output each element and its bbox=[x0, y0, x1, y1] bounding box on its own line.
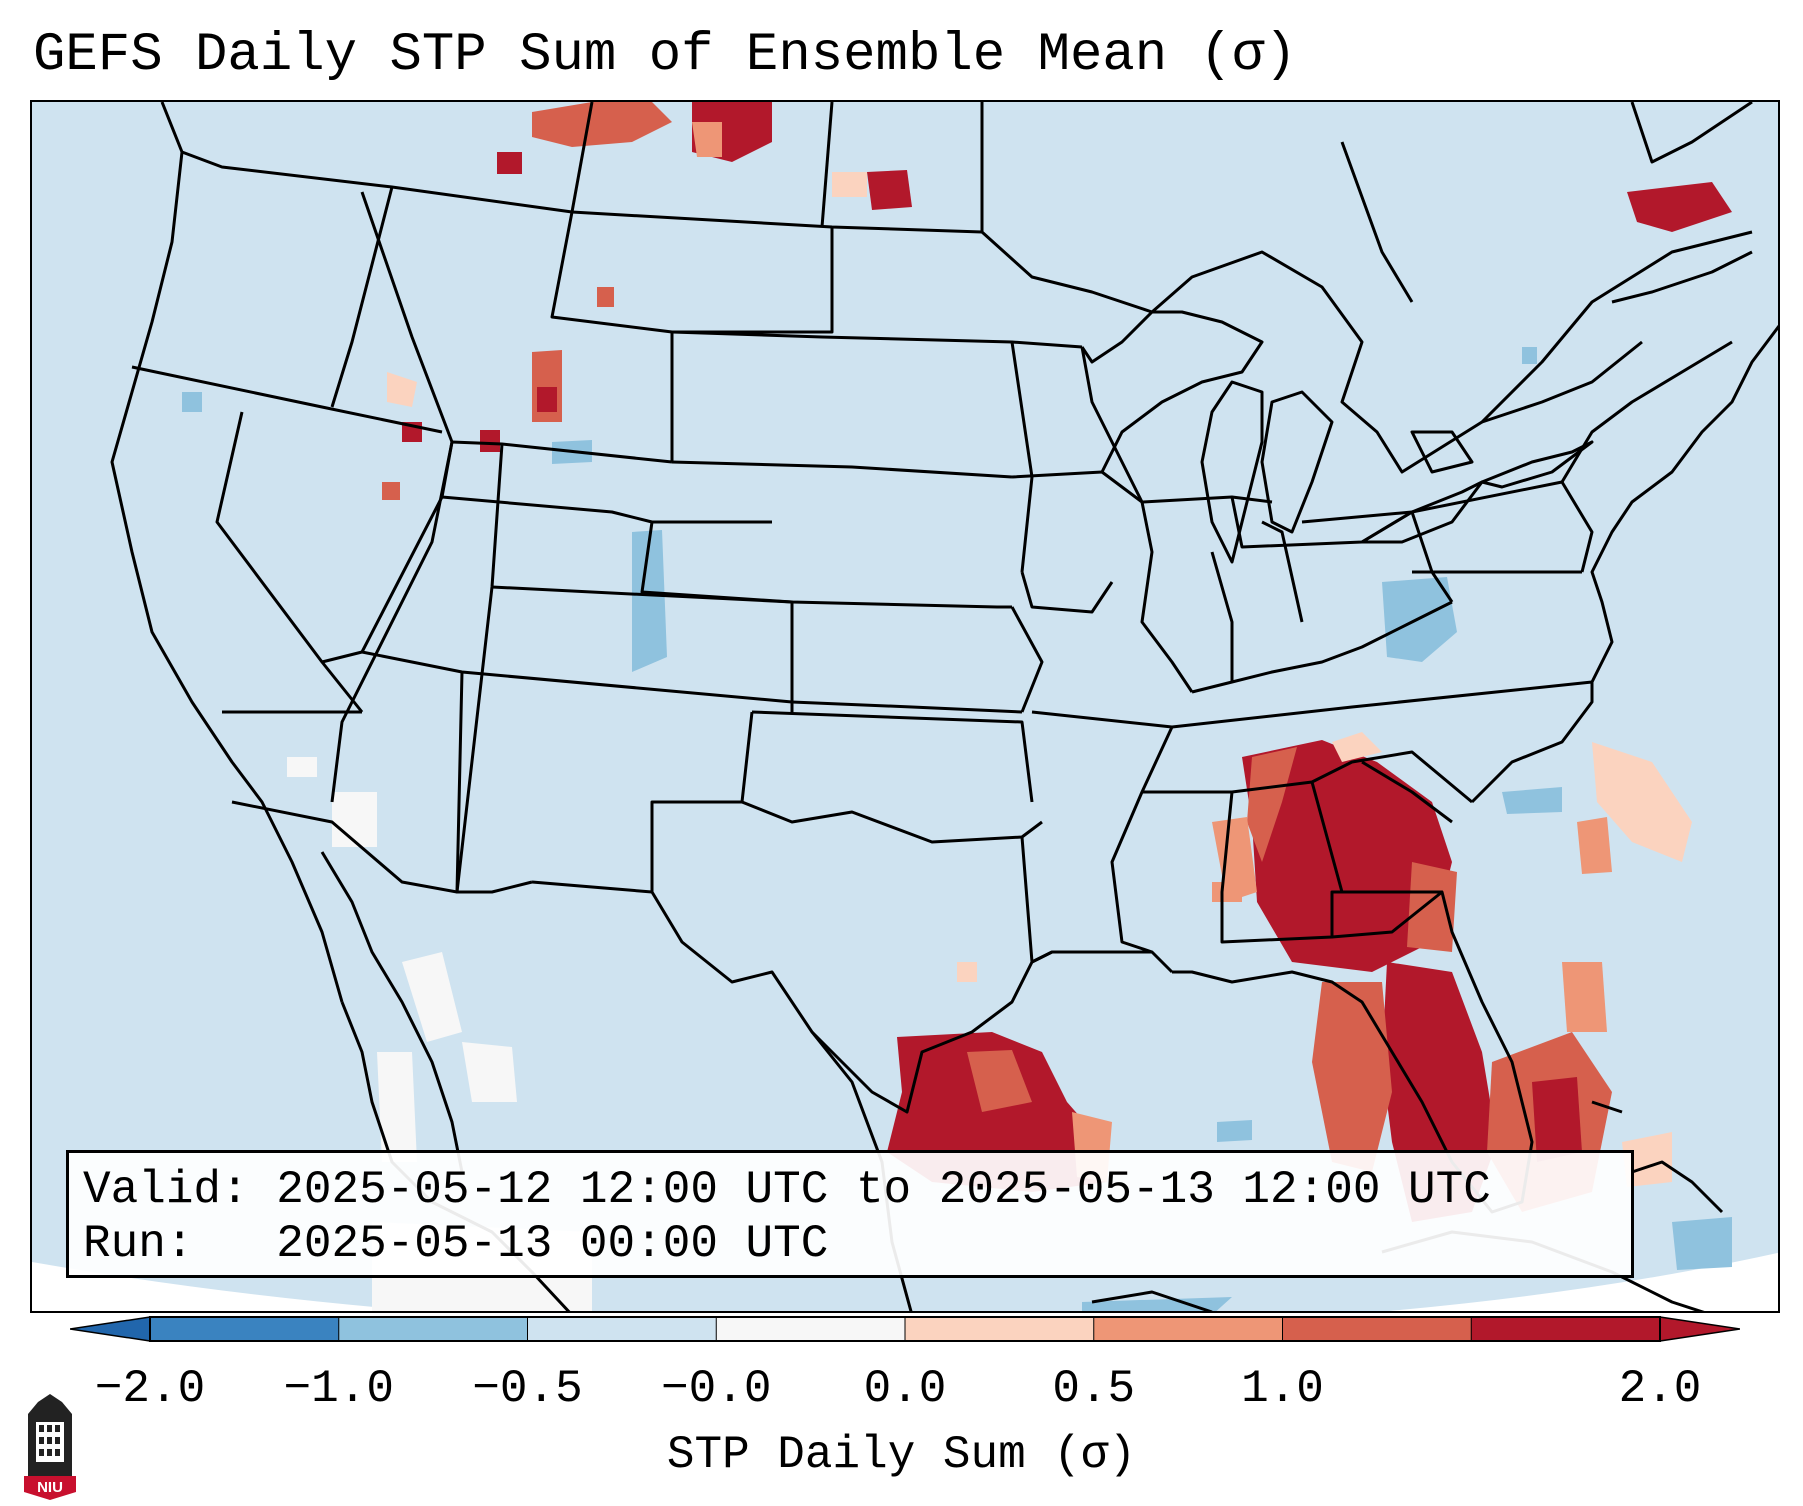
logo-text: NIU bbox=[37, 1479, 63, 1496]
colorbar-segment bbox=[338, 1317, 528, 1341]
colorbar-segment bbox=[1471, 1317, 1661, 1341]
colorbar-segment bbox=[905, 1317, 1095, 1341]
colorbar-segment bbox=[527, 1317, 717, 1341]
colorbar-tick-label: 0.5 bbox=[1052, 1363, 1136, 1415]
run-value: 2025-05-13 00:00 UTC bbox=[276, 1218, 829, 1270]
state-boundaries bbox=[110, 102, 1778, 1311]
map-canvas bbox=[32, 102, 1778, 1311]
colorbar-extend-low bbox=[70, 1316, 151, 1342]
stp-negative-shading bbox=[182, 347, 1732, 1311]
valid-run-info-box: Valid: 2025-05-12 12:00 UTC to 2025-05-1… bbox=[66, 1150, 1634, 1278]
niu-logo: NIU bbox=[24, 1394, 76, 1500]
colorbar-tick-label: −2.0 bbox=[94, 1363, 206, 1415]
colorbar-extend-high bbox=[1659, 1316, 1740, 1342]
map-panel bbox=[30, 100, 1780, 1313]
stp-positive-shading bbox=[382, 102, 1732, 1222]
colorbar-tick-label: −1.0 bbox=[283, 1363, 394, 1415]
run-label: Run: bbox=[83, 1218, 194, 1270]
colorbar bbox=[70, 1316, 1740, 1342]
map-title: GEFS Daily STP Sum of Ensemble Mean (σ) bbox=[33, 25, 1297, 86]
colorbar-tick-label: 2.0 bbox=[1618, 1363, 1702, 1415]
projection-edge bbox=[32, 1252, 1778, 1311]
valid-label: Valid: bbox=[83, 1164, 249, 1216]
colorbar-tick-label: −0.0 bbox=[661, 1363, 772, 1415]
valid-value: 2025-05-12 12:00 UTC to 2025-05-13 12:00… bbox=[276, 1164, 1491, 1216]
colorbar-segment bbox=[150, 1317, 340, 1341]
colorbar-outline bbox=[149, 1316, 1661, 1342]
colorbar-segment bbox=[1282, 1317, 1472, 1341]
colorbar-segment bbox=[716, 1317, 906, 1341]
colorbar-tick-label: 0.0 bbox=[863, 1363, 947, 1415]
colorbar-label: STP Daily Sum (σ) bbox=[666, 1429, 1137, 1481]
colorbar-segments bbox=[150, 1317, 1661, 1341]
colorbar-tick-label: −0.5 bbox=[472, 1363, 583, 1415]
colorbar-segment bbox=[1093, 1317, 1283, 1341]
colorbar-tick-label: 1.0 bbox=[1241, 1363, 1324, 1415]
